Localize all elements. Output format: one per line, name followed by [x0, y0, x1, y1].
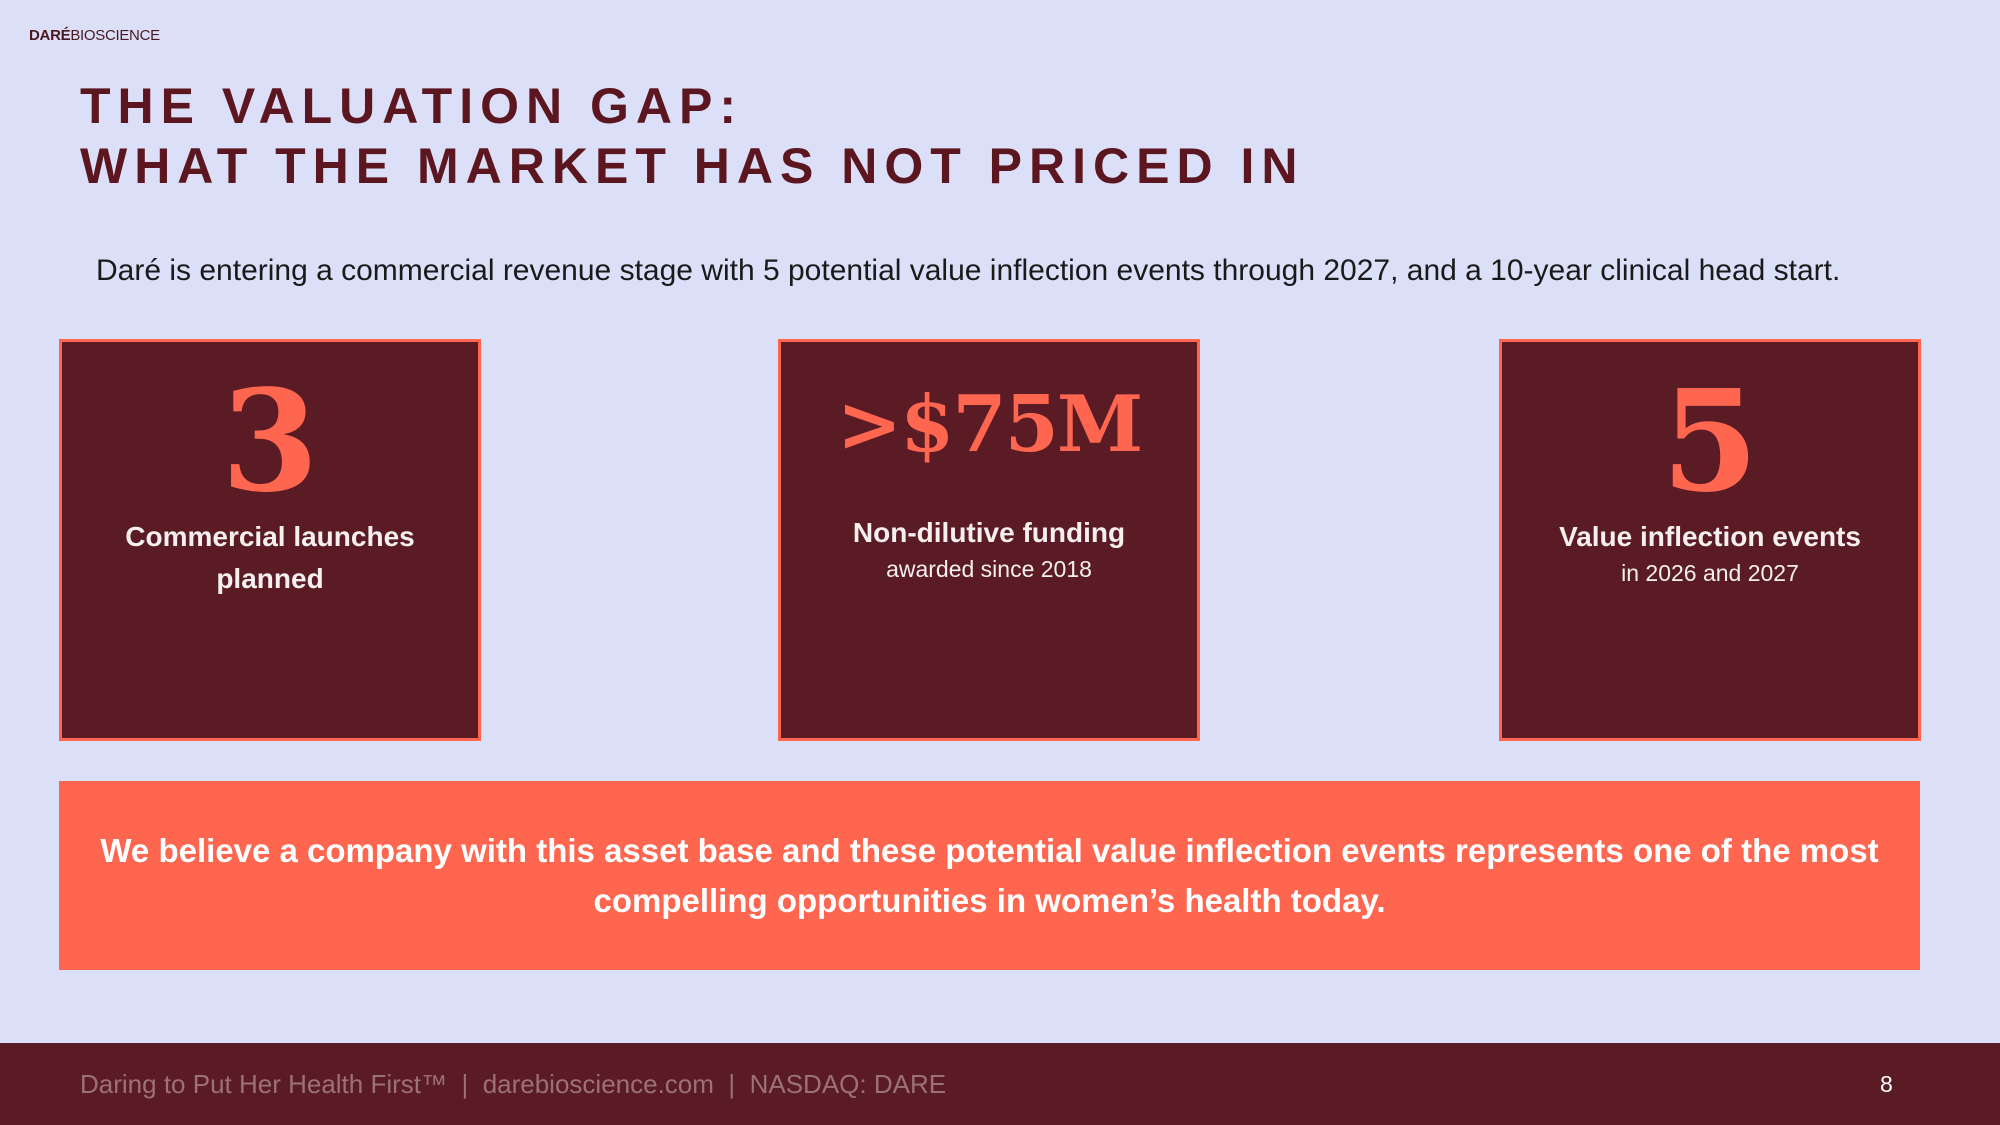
page-title: THE VALUATION GAP: WHAT THE MARKET HAS N… [80, 76, 1304, 196]
conclusion-banner: We believe a company with this asset bas… [59, 781, 1920, 970]
stat-card-funding: >$75M Non-dilutive funding awarded since… [778, 339, 1200, 741]
stat-value: 5 [1661, 360, 1759, 524]
stat-value: 3 [221, 360, 319, 524]
page-number: 8 [1880, 1071, 1893, 1097]
stat-label: Non-dilutive funding [852, 517, 1126, 548]
stat-sublabel: in 2026 and 2027 [1621, 560, 1799, 586]
title-line-2: WHAT THE MARKET HAS NOT PRICED IN [80, 138, 1305, 194]
stat-card-launches: 3 Commercial launches planned [59, 339, 481, 741]
footer-text: Daring to Put Her Health First™ | darebi… [80, 1069, 947, 1099]
stat-sublabel: awarded since 2018 [886, 556, 1092, 582]
footer: Daring to Put Her Health First™ | darebi… [0, 1043, 2000, 1125]
stat-label: Value inflection events [1559, 521, 1861, 552]
title-line-1: THE VALUATION GAP: [80, 78, 744, 134]
banner-text: We believe a company with this asset bas… [100, 831, 1879, 919]
website-link[interactable]: darebioscience.com [482, 1069, 714, 1099]
company-logo: DARÉBIOSCIENCE [29, 27, 160, 44]
stat-value: >$75M [836, 379, 1144, 470]
subtitle: Daré is entering a commercial revenue st… [96, 254, 1841, 287]
stat-label: Commercial launches planned [125, 521, 415, 594]
stat-card-events: 5 Value inflection events in 2026 and 20… [1499, 339, 1921, 741]
